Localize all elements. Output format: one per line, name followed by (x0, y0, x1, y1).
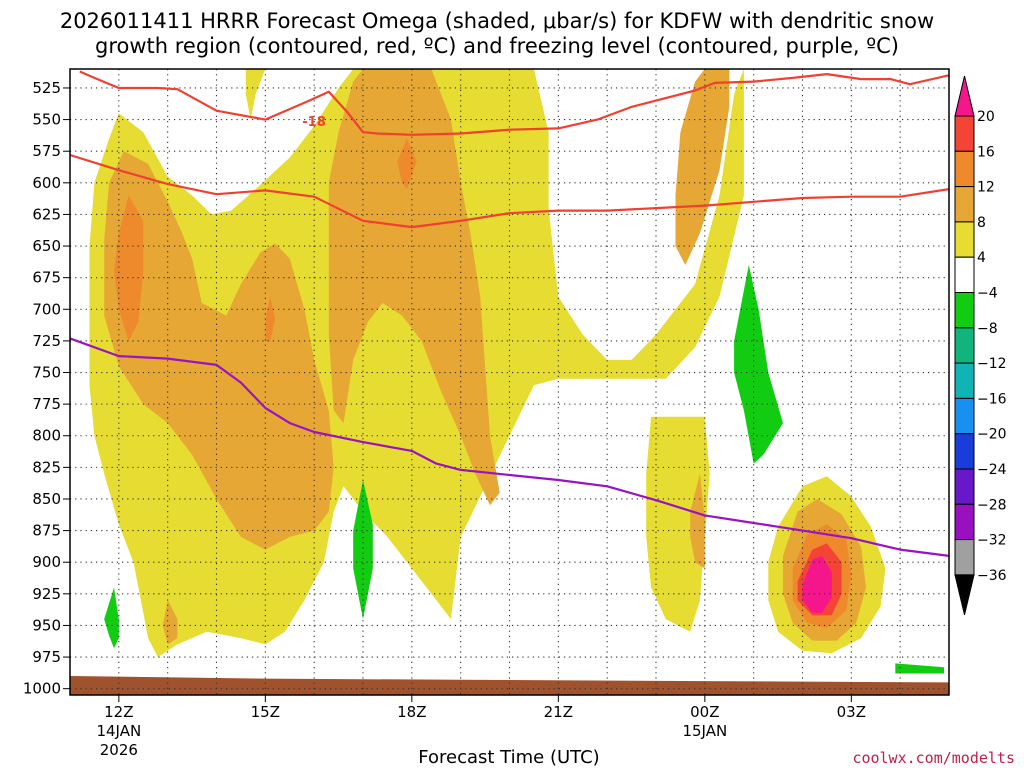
colorbar-label-8: −16 (977, 391, 1007, 407)
x-tick-date-12Z: 14JAN (96, 722, 141, 740)
y-tick-label-1000: 1000 (23, 680, 61, 698)
omega-region-11 (265, 296, 276, 341)
contour-line-2 (70, 337, 949, 557)
y-tick-label-600: 600 (32, 174, 61, 192)
omega-region-18 (734, 265, 783, 464)
colorbar-bottom-arrow (954, 574, 975, 616)
colorbar-swatch-4 (954, 221, 975, 258)
y-tick-label-925: 925 (32, 585, 61, 603)
colorbar-swatch-13 (954, 539, 975, 576)
y-tick-label-800: 800 (32, 427, 61, 445)
terrain-layer (70, 676, 949, 695)
colorbar: 20 16 12 8 4 −4 −8 −12 −16 −20 −24 −28 −32 −36 (954, 75, 1007, 616)
terrain-ground-strip (70, 676, 949, 695)
y-tick-label-900: 900 (32, 553, 61, 571)
colorbar-label-5: −4 (977, 286, 998, 302)
y-tick-label-700: 700 (32, 300, 61, 318)
omega-region-7 (690, 473, 705, 569)
colorbar-label-0: 20 (977, 109, 995, 125)
y-tick-label-875: 875 (32, 522, 61, 540)
y-tick-label-850: 850 (32, 490, 61, 508)
chart-title-line-1: 2026011411 HRRR Forecast Omega (shaded, … (60, 9, 934, 33)
colorbar-swatch-5 (954, 256, 975, 294)
omega-region-10 (114, 195, 144, 341)
colorbar-swatch-1 (954, 115, 975, 152)
y-tick-label-725: 725 (32, 332, 61, 350)
colorbar-label-6: −8 (977, 321, 998, 337)
x-tick-label-00Z: 00Z (690, 703, 719, 721)
omega-region-17 (353, 480, 373, 620)
y-tick-label-675: 675 (32, 269, 61, 287)
y-tick-label-550: 550 (32, 111, 61, 129)
colorbar-label-10: −24 (977, 462, 1007, 478)
colorbar-label-7: −12 (977, 356, 1007, 372)
colorbar-swatch-9 (954, 397, 975, 435)
colorbar-swatch-3 (954, 186, 975, 223)
omega-region-5 (328, 69, 500, 506)
x-tick-label-18Z: 18Z (397, 703, 426, 721)
omega-region-4 (104, 151, 334, 550)
contour-label-minus-18: -18 (302, 115, 326, 130)
y-tick-label-975: 975 (32, 648, 61, 666)
colorbar-label-13: −36 (977, 568, 1007, 584)
x-tick-year-12Z: 2026 (100, 741, 138, 759)
colorbar-swatch-6 (954, 292, 975, 329)
x-tick-label-15Z: 15Z (251, 703, 280, 721)
colorbar-label-4: 4 (977, 250, 986, 266)
contour-lines-layer (70, 70, 949, 557)
omega-region-12 (397, 138, 417, 190)
plot-frame (69, 68, 950, 696)
omega-shading-layer (89, 69, 945, 674)
contour-line-1 (70, 153, 949, 229)
x-axis-label: Forecast Time (UTC) (418, 747, 599, 768)
gridlines (70, 69, 949, 695)
colorbar-swatch-2 (954, 150, 975, 188)
omega-region-2 (646, 416, 710, 632)
y-tick-label-575: 575 (32, 142, 61, 160)
colorbar-label-9: −20 (977, 427, 1007, 443)
x-tick-label-21Z: 21Z (544, 703, 573, 721)
plot-area: -18 (69, 68, 950, 696)
colorbar-label-11: −28 (977, 497, 1007, 513)
chart-title-line-2: growth region (contoured, red, ºC) and f… (95, 34, 899, 58)
y-tick-label-825: 825 (32, 458, 61, 476)
colorbar-top-arrow (954, 75, 975, 117)
colorbar-label-1: 16 (977, 144, 995, 160)
omega-region-8 (162, 600, 178, 645)
colorbar-label-3: 8 (977, 215, 986, 231)
x-tick-date-00Z: 15JAN (682, 722, 727, 740)
x-tick-label-12Z: 12Z (104, 703, 133, 721)
omega-region-15 (802, 555, 832, 613)
omega-region-16 (104, 587, 119, 649)
colorbar-swatch-7 (954, 327, 975, 364)
x-tick-label-03Z: 03Z (837, 703, 866, 721)
omega-region-1 (245, 69, 266, 120)
y-tick-label-950: 950 (32, 616, 61, 634)
credit-text: coolwx.com/modelts (852, 749, 1015, 767)
colorbar-swatch-12 (954, 503, 975, 541)
contour-line-0 (79, 70, 949, 136)
y-tick-label-775: 775 (32, 395, 61, 413)
colorbar-label-2: 12 (977, 180, 995, 196)
colorbar-swatch-8 (954, 362, 975, 399)
y-tick-label-750: 750 (32, 364, 61, 382)
y-tick-label-650: 650 (32, 237, 61, 255)
y-axis-ticks: 525 550 575 600 625 650 675 700 725 750 775 800 825 8… (23, 79, 70, 698)
omega-region-19 (895, 663, 945, 674)
colorbar-swatch-10 (954, 433, 975, 470)
y-tick-label-525: 525 (32, 79, 61, 97)
colorbar-swatch-11 (954, 468, 975, 505)
colorbar-label-12: −32 (977, 533, 1007, 549)
omega-region-6 (675, 69, 730, 265)
y-tick-label-625: 625 (32, 205, 61, 223)
